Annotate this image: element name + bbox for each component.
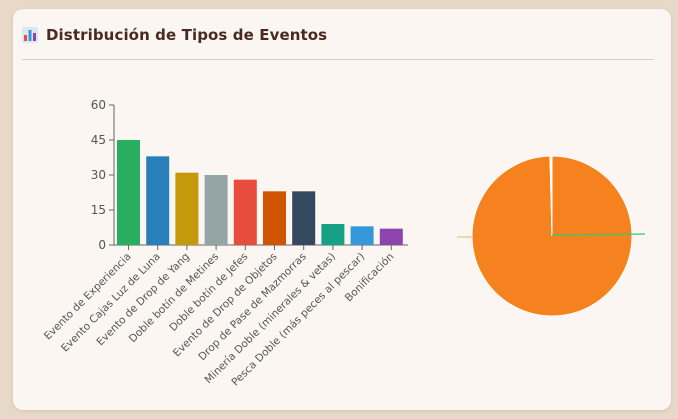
y-tick-label: 30 — [91, 168, 106, 182]
bar-9 — [350, 226, 374, 245]
pie-slice-3 — [550, 155, 553, 237]
card-header: Distribución de Tipos de Eventos — [22, 26, 650, 44]
bar-7 — [292, 191, 316, 245]
header-divider — [22, 59, 654, 60]
bar-3 — [175, 172, 199, 245]
bar-4 — [204, 175, 228, 245]
y-tick-label: 15 — [91, 203, 106, 217]
bar-2 — [146, 156, 170, 245]
bar-1 — [117, 140, 140, 245]
y-tick-label: 45 — [91, 133, 106, 147]
bar-chart-icon — [22, 27, 38, 43]
bar-5 — [233, 179, 257, 245]
y-tick-label: 60 — [91, 98, 106, 112]
pie-leader-green — [551, 233, 646, 236]
x-tick-label: Drop de Pase de Mazmorras — [196, 251, 309, 364]
bar-10 — [379, 228, 403, 245]
bar-8 — [321, 224, 345, 245]
y-tick-label: 0 — [98, 238, 106, 252]
bar-6 — [263, 191, 286, 245]
card-title: Distribución de Tipos de Eventos — [46, 26, 328, 44]
